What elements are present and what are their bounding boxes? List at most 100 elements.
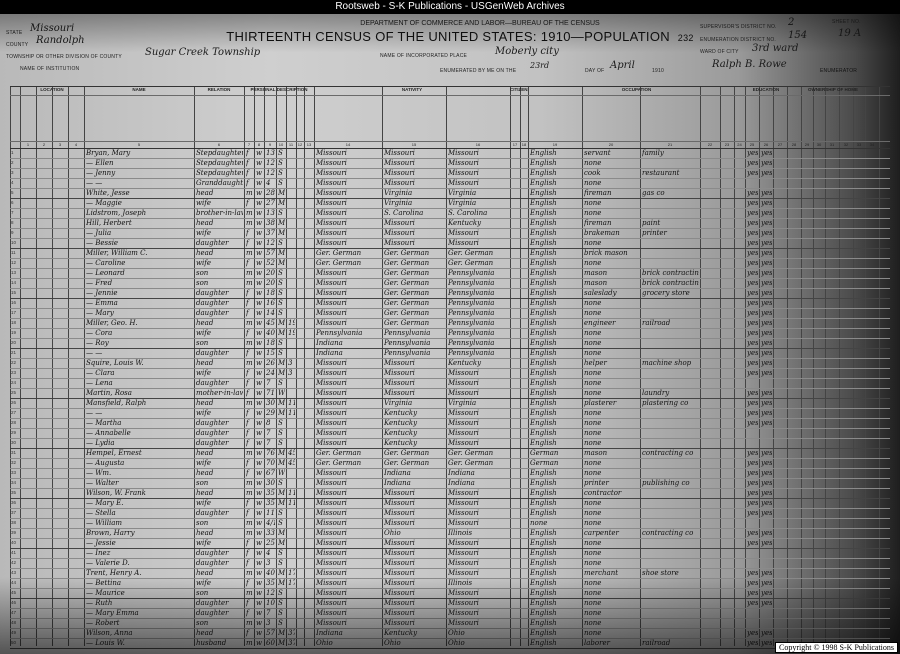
table-cell: Ger. German	[316, 249, 362, 257]
table-cell: Missouri	[316, 399, 347, 407]
ward-label: WARD OF CITY	[700, 49, 739, 55]
table-cell: 71	[266, 389, 275, 397]
table-cell: M1	[278, 399, 285, 407]
table-cell: w	[256, 439, 262, 447]
place-label: NAME OF INCORPORATED PLACE	[380, 53, 468, 59]
table-cell: daughter	[196, 559, 229, 567]
table-cell: English	[530, 329, 557, 337]
enumerated-day: 23rd	[530, 61, 550, 70]
table-cell: w	[256, 159, 262, 167]
column-number: 30	[816, 142, 822, 147]
table-cell: head	[196, 399, 214, 407]
table-cell: f	[246, 389, 249, 397]
table-cell: English	[530, 529, 557, 537]
table-cell: contracting co	[642, 529, 694, 537]
table-cell: 12	[266, 159, 275, 167]
table-cell: brother-in-law	[196, 209, 243, 217]
table-cell: Virginia	[384, 399, 413, 407]
line-number: 47	[11, 610, 17, 615]
table-cell: w	[256, 209, 262, 217]
table-cell: machine shop	[642, 359, 692, 367]
table-cell: w	[256, 379, 262, 387]
table-cell: railroad	[642, 319, 671, 327]
table-cell: Missouri	[384, 179, 415, 187]
table-cell: — Stella	[86, 509, 116, 517]
table-cell: 4	[266, 179, 271, 187]
table-cell: Missouri	[316, 609, 347, 617]
table-cell: Missouri	[316, 509, 347, 517]
table-cell: yes	[747, 249, 758, 257]
table-cell: yes	[761, 399, 772, 407]
table-cell: yes	[761, 529, 772, 537]
line-number: 4	[11, 180, 14, 185]
table-cell: 37	[288, 629, 295, 637]
table-cell: m	[246, 269, 253, 277]
table-cell: Kentucky	[448, 359, 482, 367]
table-cell: yes	[761, 299, 772, 307]
table-cell: — Lena	[86, 379, 113, 387]
table-cell: 12	[266, 169, 275, 177]
table-cell: daughter	[196, 349, 229, 357]
table-cell: 4	[266, 549, 271, 557]
table-cell: English	[530, 469, 557, 477]
table-cell: — Maurice	[86, 589, 125, 597]
table-cell: yes	[761, 359, 772, 367]
column-number: 23	[724, 142, 730, 147]
table-cell: none	[584, 539, 602, 547]
column-number: 34	[869, 142, 875, 147]
table-cell: m	[246, 339, 253, 347]
table-cell: English	[530, 279, 557, 287]
table-cell: laundry	[642, 389, 670, 397]
table-cell: w	[256, 409, 262, 417]
table-cell: S	[278, 559, 283, 567]
table-cell: Missouri	[316, 559, 347, 567]
column-rule	[446, 86, 447, 646]
table-cell: M1	[278, 249, 285, 257]
table-cell: 7	[266, 439, 271, 447]
table-cell: f	[246, 469, 249, 477]
table-cell: m	[246, 519, 253, 527]
table-cell: Wd	[278, 389, 285, 397]
table-cell: none	[530, 519, 548, 527]
census-sheet: STATE Missouri COUNTY Randolph TOWNSHIP …	[0, 14, 900, 654]
table-cell: M1	[278, 229, 285, 237]
table-cell: Missouri	[448, 429, 479, 437]
table-cell: M1	[278, 489, 285, 497]
table-cell: — Emma	[86, 299, 118, 307]
table-cell: Missouri	[384, 609, 415, 617]
table-cell: none	[584, 429, 602, 437]
line-number: 5	[11, 190, 14, 195]
table-cell: — Ellen	[86, 159, 114, 167]
table-cell: yes	[747, 579, 758, 587]
table-cell: English	[530, 379, 557, 387]
table-cell: 60	[266, 639, 275, 647]
table-cell: — Fred	[86, 279, 113, 287]
table-cell: 37	[288, 639, 295, 647]
column-number: 12	[297, 142, 303, 147]
table-cell: Missouri	[384, 579, 415, 587]
table-cell: Ger. German	[384, 309, 430, 317]
table-cell: English	[530, 159, 557, 167]
column-number: 27	[777, 142, 783, 147]
table-cell: son	[196, 279, 209, 287]
table-cell: m	[246, 449, 253, 457]
table-cell: w	[256, 359, 262, 367]
supervisor-value: 2	[788, 17, 795, 28]
table-cell: f	[246, 369, 249, 377]
table-cell: 45	[288, 449, 295, 457]
table-cell: servant	[584, 149, 611, 157]
table-cell: M1	[278, 449, 285, 457]
table-cell: Missouri	[384, 599, 415, 607]
table-cell: S	[278, 169, 283, 177]
table-cell: daughter	[196, 609, 229, 617]
table-cell: brick contracting	[642, 279, 699, 287]
table-cell: yes	[747, 309, 758, 317]
table-cell: yes	[761, 389, 772, 397]
table-cell: Ger. German	[448, 249, 494, 257]
table-cell: w	[256, 469, 262, 477]
table-cell: English	[530, 259, 557, 267]
table-cell: fireman	[584, 189, 612, 197]
table-cell: wife	[196, 459, 211, 467]
table-cell: 45	[266, 319, 275, 327]
table-cell: English	[530, 209, 557, 217]
